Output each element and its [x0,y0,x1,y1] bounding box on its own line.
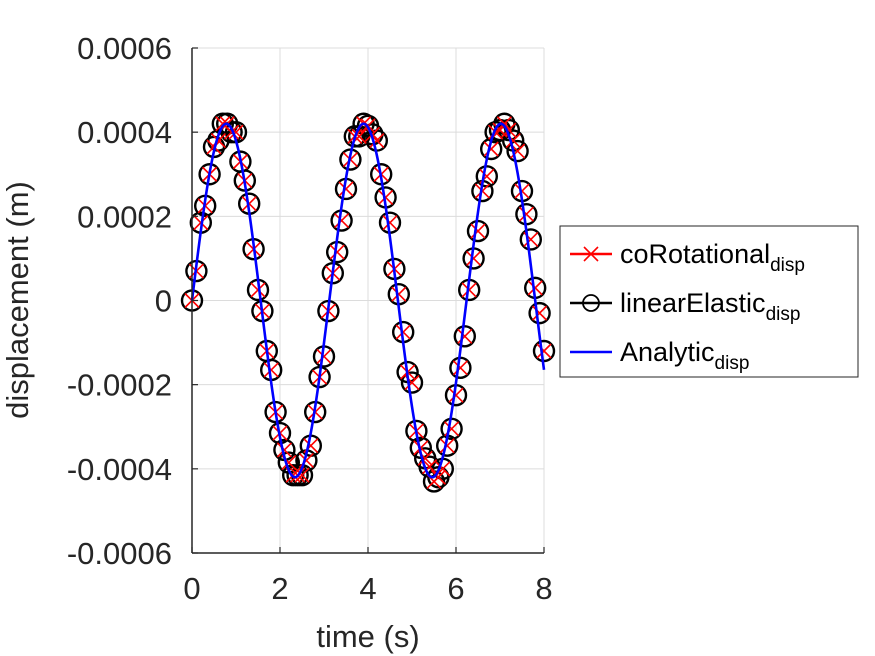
linearElastic-point [453,325,476,348]
y-tick-label: 0.0004 [77,115,172,150]
legend-label-main: coRotational [620,239,770,269]
coRotational-point [452,360,468,376]
coRotational-point [430,469,446,485]
linearElastic-point [198,163,221,186]
legend-label-main: Analytic [620,337,715,367]
legend-label: coRotationaldisp [620,239,805,276]
coRotational-point [461,282,477,298]
coRotational-point [263,362,279,378]
legend-label: linearElasticdisp [620,288,800,325]
coRotational-point [514,183,530,199]
coRotational-point [536,343,552,359]
linearElastic-point [506,139,529,163]
coRotational-point [395,324,411,340]
x-tick-label: 0 [183,571,200,606]
coRotational-point [329,244,345,260]
coRotational-point [466,250,482,266]
x-axis-label: time (s) [316,619,419,654]
linearElastic-point [405,419,428,443]
coRotational-point [518,206,534,222]
Analytic-line [190,122,546,479]
x-tick-label: 8 [535,571,552,606]
x-tick-label: 2 [271,571,288,606]
linearElastic-point [519,228,542,251]
legend-marker-x [583,246,599,262]
y-tick-label: -0.0004 [67,452,172,487]
coRotational-point [210,133,226,149]
coRotational-point [294,467,310,483]
y-tick-label: -0.0002 [67,368,172,403]
x-tick-label: 6 [447,571,464,606]
coRotational-point [483,141,499,157]
coRotational-point [457,328,473,344]
legend-marker-circle [582,294,600,312]
coRotational-point [276,442,292,458]
legend: coRotationaldisplinearElasticdispAnalyti… [559,225,859,378]
coRotational-point [413,440,429,456]
linearElastic-point [264,400,287,424]
coRotational-point [334,212,350,229]
y-tick-label: 0.0006 [77,31,172,66]
y-tick-label: 0 [155,284,172,319]
legend-label-main: linearElastic [620,288,766,318]
coRotational-point [439,438,455,454]
tick-labels: 0 2 4 6 8 -0.0006 -0.0004 -0.0002 0 0.0002 0.0004 0… [67,31,553,606]
coRotational-point [527,280,543,296]
coRotational-point [382,215,398,231]
coRotational-point [496,116,512,132]
y-axis-label: displacement (m) [0,181,35,419]
y-tick-label: 0.0002 [77,199,172,234]
x-tick-label: 4 [359,571,376,606]
coRotational-point [316,348,332,365]
legend-label-sub: disp [770,255,805,276]
legend-label-sub: disp [715,353,750,374]
linearElastic-point [528,301,551,325]
plot-area [180,112,556,493]
coRotational-point [224,124,240,140]
coRotational-point [250,282,266,298]
y-tick-label: -0.0006 [67,536,172,571]
legend-label-sub: disp [766,304,801,325]
axes [191,47,545,554]
coRotational-point [422,459,438,475]
coRotational-point [470,223,486,239]
legend-label: Analyticdisp [620,337,749,374]
coRotational-point [391,286,407,302]
coRotational-point [338,181,354,197]
linearElastic-point [400,371,424,394]
coRotational-point [298,452,314,468]
coRotational-point [448,387,464,403]
